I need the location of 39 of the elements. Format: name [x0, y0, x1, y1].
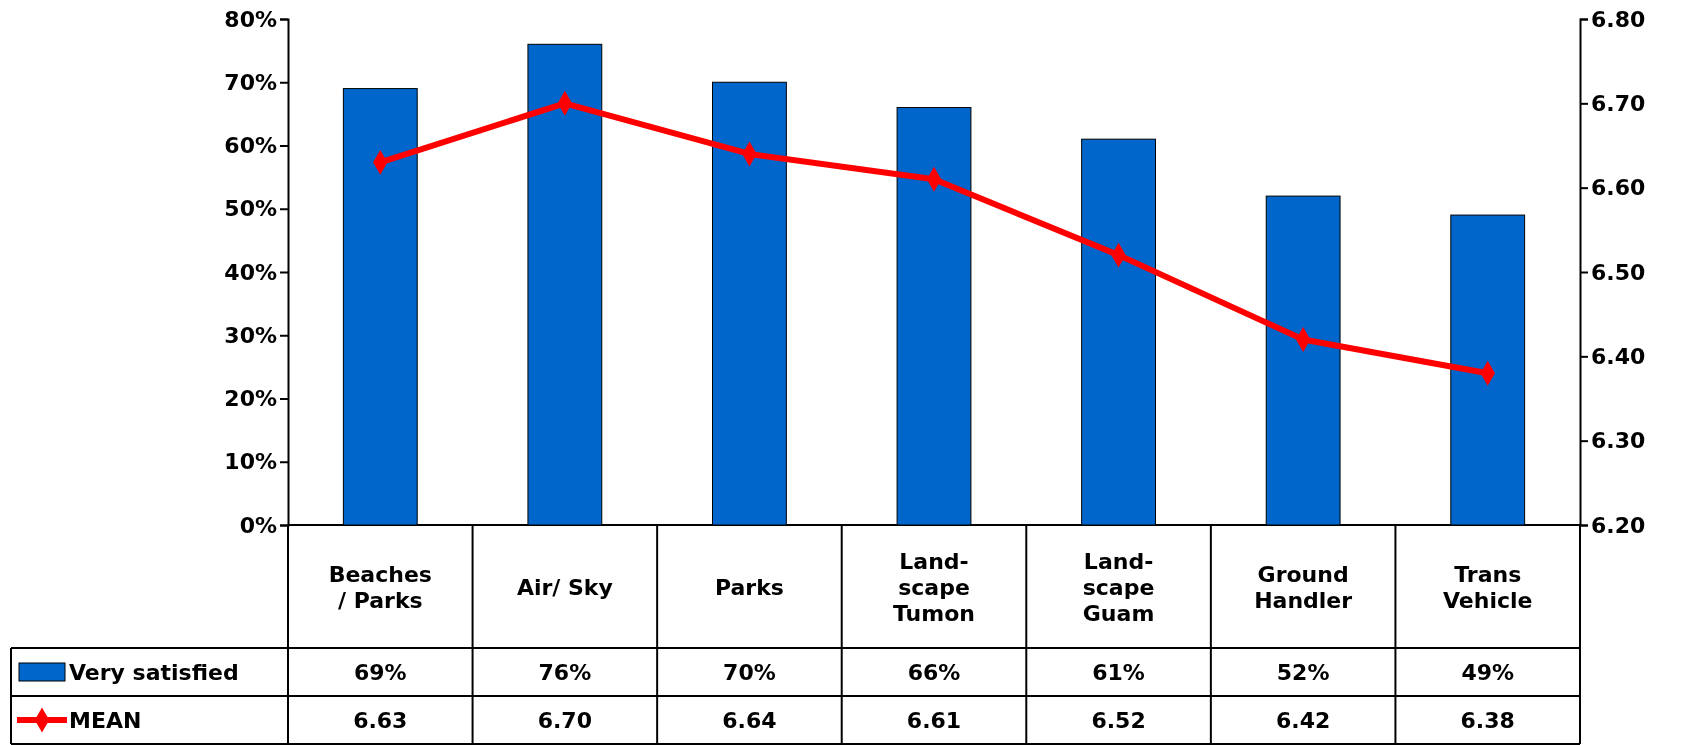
y2-tick-label: 6.60 [1591, 175, 1646, 201]
y-tick-label: 50% [224, 196, 277, 222]
data-label: 66% [907, 660, 961, 685]
x-tick-label: Parks [714, 574, 784, 600]
legend-label: MEAN [69, 708, 142, 733]
y2-tick-label: 6.70 [1591, 90, 1646, 116]
y-tick-label: 60% [224, 133, 277, 159]
data-label: 6.70 [537, 708, 592, 733]
y-tick-label: 0% [239, 512, 277, 538]
data-label: 70% [723, 660, 776, 685]
y-tick-label: 80% [224, 6, 277, 32]
y-tick-label: 20% [224, 386, 277, 412]
y2-tick-label: 6.40 [1591, 343, 1646, 369]
data-label: 6.42 [1276, 708, 1331, 733]
data-label: 76% [538, 660, 592, 685]
data-label: 69% [353, 660, 407, 685]
data-label: 61% [1092, 660, 1145, 685]
y-tick-label: 10% [224, 449, 277, 475]
y-tick-label: 30% [224, 322, 277, 348]
data-label: 49% [1461, 660, 1515, 685]
legend-label: Very satisfied [69, 660, 239, 685]
x-tick-label: Land- scape Guam [1082, 548, 1155, 626]
x-tick-label: Beaches / Parks [328, 561, 432, 613]
data-label: 6.63 [353, 708, 408, 733]
x-tick-label: Trans Vehicle [1442, 561, 1533, 613]
y-tick-label: 40% [224, 259, 277, 285]
y2-tick-label: 6.20 [1591, 512, 1646, 538]
x-tick-label: Ground Handler [1254, 561, 1353, 613]
data-label: 6.61 [906, 708, 962, 733]
x-tick-label: Land- scape Tumon [893, 548, 975, 626]
data-label: 6.38 [1460, 708, 1515, 733]
data-label: 52% [1276, 660, 1330, 685]
x-tick-label: Air/ Sky [516, 574, 613, 600]
y2-tick-label: 6.30 [1591, 428, 1646, 454]
y2-tick-label: 6.80 [1591, 6, 1646, 32]
y2-tick-label: 6.50 [1591, 259, 1646, 285]
y-tick-label: 70% [224, 69, 277, 95]
data-label: 6.52 [1091, 708, 1146, 733]
data-label: 6.64 [722, 708, 777, 733]
